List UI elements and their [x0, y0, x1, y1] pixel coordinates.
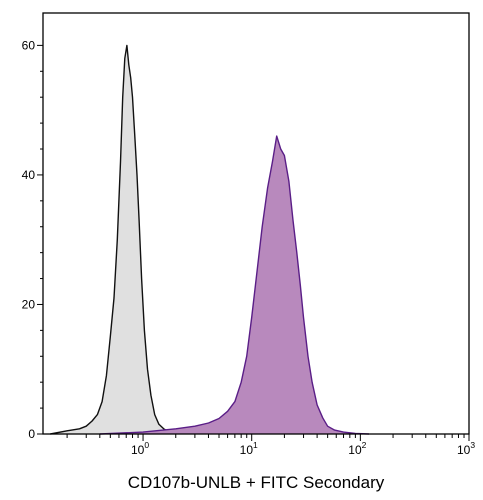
histogram-outline-2: [99, 135, 370, 435]
x-tick-label: 101: [240, 440, 258, 457]
histogram-area-2: [99, 136, 370, 434]
x-tick-label: 102: [348, 440, 366, 457]
x-axis-title: CD107b-UNLB + FITC Secondary: [128, 473, 385, 492]
y-tick-label: 60: [22, 38, 36, 52]
histogram-outline-1: [50, 44, 177, 435]
x-tick-label: 103: [457, 440, 475, 457]
y-tick-label: 0: [28, 427, 35, 441]
histogram-area-1: [50, 45, 176, 435]
plot-frame: [42, 12, 470, 435]
axis-layer: 0 20 40 60 100 101 102 103: [22, 38, 476, 457]
y-tick-label: 40: [22, 168, 36, 182]
y-tick-label: 20: [22, 297, 36, 311]
x-tick-label: 100: [131, 440, 149, 457]
series-layer: [50, 44, 370, 435]
